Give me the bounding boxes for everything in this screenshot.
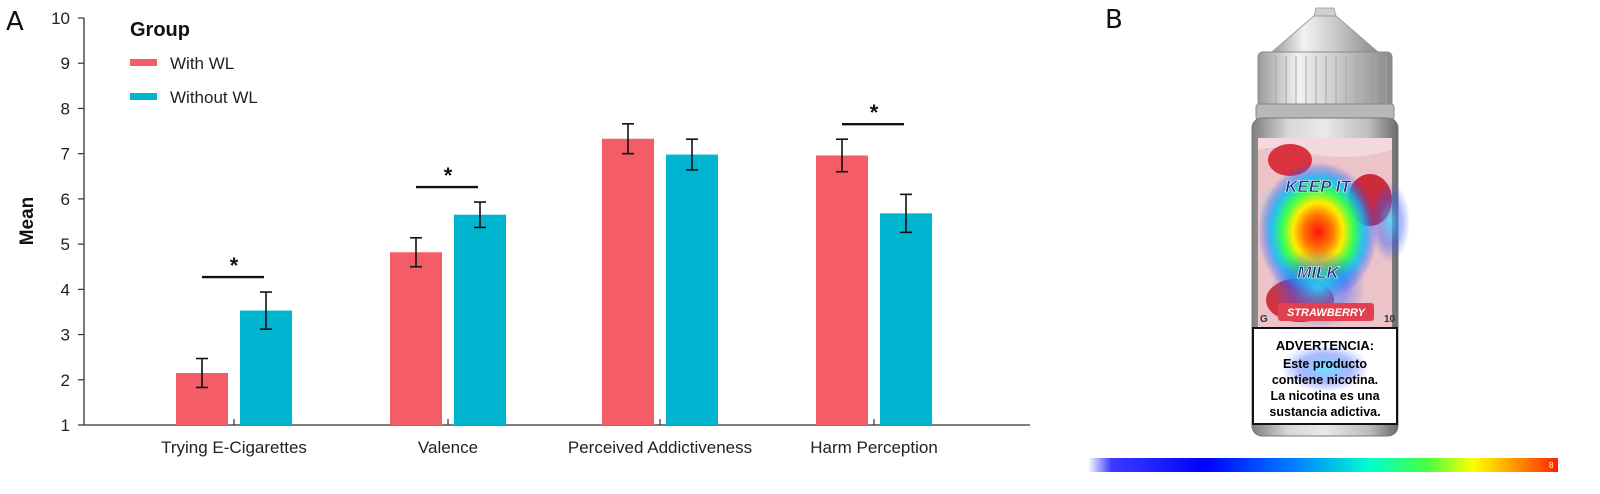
heatmap-colorbar [1088, 458, 1558, 472]
bottle-cap [1257, 51, 1393, 109]
flavor-text: STRAWBERRY [1287, 307, 1367, 319]
heatmap-warning [1281, 344, 1369, 392]
y-tick-label: 6 [61, 190, 70, 209]
label-side-right: 10 [1384, 314, 1396, 325]
legend-label-without-wl: Without WL [170, 88, 258, 107]
panel-label-b: B [1105, 5, 1123, 35]
bar-with-wl [390, 252, 442, 425]
bars [176, 138, 932, 425]
warning-line-4: sustancia adictiva. [1269, 405, 1380, 419]
y-tick-label: 2 [61, 371, 70, 390]
y-axis-label: Mean [17, 197, 38, 246]
x-category-label: Trying E-Cigarettes [161, 438, 307, 457]
legend-swatch-with-wl [130, 59, 157, 66]
y-tick-label: 7 [61, 145, 70, 164]
bar-with-wl [816, 155, 868, 425]
x-category-label: Valence [418, 438, 478, 457]
x-ticks: Trying E-Cigarettes Valence Perceived Addi… [161, 419, 938, 457]
significance-star: * [444, 163, 453, 188]
warning-line-1: Este producto [1283, 357, 1367, 371]
significance-star: * [870, 100, 879, 125]
y-tick-label: 5 [61, 235, 70, 254]
warning-title: ADVERTENCIA: [1276, 338, 1374, 353]
y-tick-label: 9 [61, 54, 70, 73]
legend-title: Group [130, 19, 190, 41]
x-category-label: Perceived Addictiveness [568, 438, 752, 457]
warning-line-3: La nicotina es una [1270, 389, 1380, 403]
legend: Group With WL Without WL [130, 19, 258, 107]
bar-with-wl [602, 138, 654, 425]
significance-star: * [230, 253, 239, 278]
bar-without-wl [454, 214, 506, 425]
cap-ribs [1265, 56, 1387, 104]
y-tick-label: 3 [61, 326, 70, 345]
heatmap-side [1370, 182, 1410, 262]
x-category-label: Harm Perception [810, 438, 938, 457]
bar-without-wl [880, 213, 932, 425]
dropper-tip [1313, 7, 1337, 17]
error-bars [196, 123, 912, 389]
legend-label-with-wl: With WL [170, 54, 234, 73]
significance-markers: * * * [202, 100, 904, 279]
legend-swatch-without-wl [130, 93, 157, 100]
bar-without-wl [666, 154, 718, 425]
y-tick-label: 8 [61, 99, 70, 118]
brand-name-line1: KEEP IT [1285, 177, 1352, 196]
label-side-left: G [1260, 314, 1268, 325]
product-image: KEEP IT MILK STRAWBERRY G 10 ADVERTENCIA… [1251, 7, 1410, 437]
y-tick-label: 4 [61, 280, 70, 299]
y-ticks: 1 2 3 4 5 6 7 8 9 10 [51, 9, 84, 435]
warning-line-2: contiene nicotina. [1272, 373, 1378, 387]
y-tick-label: 1 [61, 416, 70, 435]
dropper-cone [1270, 15, 1380, 53]
y-tick-label: 10 [51, 9, 70, 28]
colorbar-max-label: 8 [1549, 461, 1554, 470]
flavor-banner [1278, 303, 1374, 321]
brand-name-line2: MILK [1297, 263, 1340, 282]
panel-label-a: A [6, 7, 24, 37]
